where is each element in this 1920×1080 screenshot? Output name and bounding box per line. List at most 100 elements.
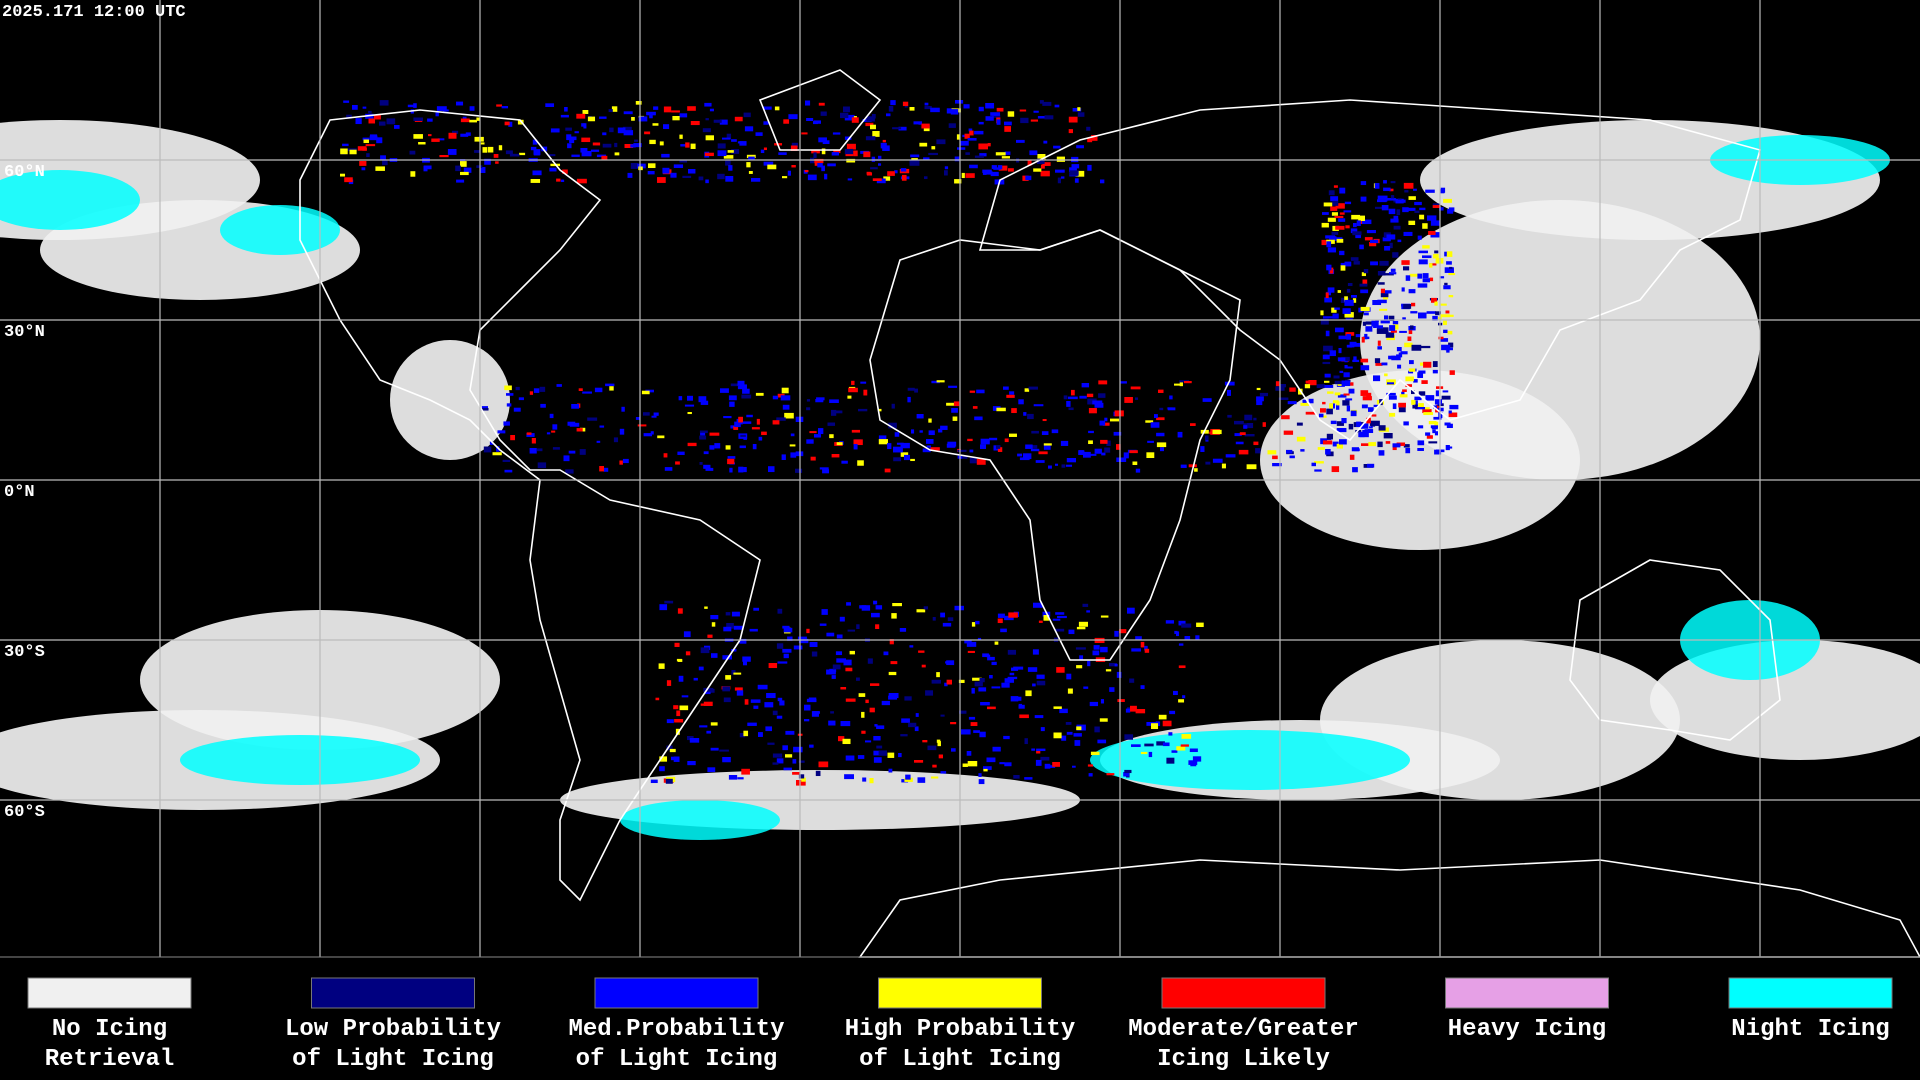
icing-speck xyxy=(423,165,432,170)
icing-speck xyxy=(1098,380,1108,385)
icing-speck xyxy=(978,779,985,785)
icing-speck xyxy=(1433,253,1439,259)
icing-speck xyxy=(738,416,743,423)
icing-speck xyxy=(871,156,876,162)
icing-speck xyxy=(1364,429,1374,434)
icing-speck xyxy=(921,664,926,668)
icing-speck xyxy=(539,386,546,392)
icing-speck xyxy=(643,433,653,437)
icing-speck xyxy=(496,104,502,107)
icing-speck xyxy=(1441,344,1451,351)
icing-speck xyxy=(916,414,924,419)
icing-speck xyxy=(1334,215,1344,219)
icing-speck xyxy=(871,114,876,119)
icing-speck xyxy=(982,171,987,175)
icing-speck xyxy=(1087,164,1092,171)
icing-speck xyxy=(742,656,751,662)
icing-speck xyxy=(1076,665,1083,669)
icing-speck xyxy=(1054,104,1060,108)
icing-speck xyxy=(1176,746,1186,751)
icing-speck xyxy=(1066,673,1072,680)
icing-speck xyxy=(1087,138,1093,143)
icing-speck xyxy=(1439,207,1444,211)
icing-speck xyxy=(1428,441,1438,444)
icing-speck xyxy=(717,150,727,157)
icing-speck xyxy=(1364,333,1368,340)
icing-speck xyxy=(1305,411,1316,415)
icing-speck xyxy=(1336,238,1344,243)
icing-speck xyxy=(891,403,895,409)
icing-speck xyxy=(552,447,560,450)
icing-speck xyxy=(1116,444,1121,450)
icing-speck xyxy=(1334,380,1343,385)
icing-speck xyxy=(582,110,589,114)
icing-speck xyxy=(1418,312,1427,319)
icing-speck xyxy=(746,154,756,159)
icing-speck xyxy=(851,429,861,433)
icing-speck xyxy=(1415,407,1426,410)
icing-speck xyxy=(1055,612,1065,615)
icing-speck xyxy=(924,176,928,180)
icing-speck xyxy=(1028,386,1038,390)
icing-speck xyxy=(865,740,872,743)
icing-speck xyxy=(787,170,791,176)
icing-speck xyxy=(956,134,961,140)
icing-speck xyxy=(930,107,940,113)
icing-speck xyxy=(747,722,757,726)
icing-speck xyxy=(1037,154,1046,160)
icing-speck xyxy=(1434,250,1439,254)
icing-speck xyxy=(865,122,874,127)
icing-speck xyxy=(1434,431,1439,436)
icing-speck xyxy=(838,736,845,742)
icing-speck xyxy=(460,161,467,167)
icing-speck xyxy=(821,148,826,155)
icing-speck xyxy=(1402,207,1409,213)
icing-speck xyxy=(1308,380,1317,386)
icing-speck xyxy=(1234,420,1244,425)
icing-speck xyxy=(1100,439,1108,444)
icing-speck xyxy=(1129,450,1138,454)
icing-speck xyxy=(1444,422,1451,426)
icing-speck xyxy=(748,156,755,160)
icing-speck xyxy=(1184,381,1192,384)
icing-speck xyxy=(1094,726,1100,733)
icing-speck xyxy=(711,653,718,658)
coastline xyxy=(858,859,1920,958)
icing-speck xyxy=(845,667,853,672)
icing-speck xyxy=(869,707,875,713)
icing-speck xyxy=(728,775,738,780)
icing-speck xyxy=(878,435,887,442)
icing-speck xyxy=(627,172,633,178)
icing-speck xyxy=(1434,301,1438,306)
icing-speck xyxy=(944,682,948,687)
icing-speck xyxy=(1449,370,1455,375)
icing-speck xyxy=(1056,156,1065,162)
icing-speck xyxy=(736,690,744,696)
icing-speck xyxy=(1178,643,1184,646)
icing-speck xyxy=(970,722,978,727)
icing-speck xyxy=(582,391,592,394)
icing-speck xyxy=(884,468,891,473)
icing-speck xyxy=(1202,398,1212,402)
icing-speck xyxy=(1359,244,1364,250)
icing-speck xyxy=(1448,295,1454,298)
icing-speck xyxy=(994,641,999,645)
icing-speck xyxy=(649,139,656,145)
icing-speck xyxy=(795,468,803,473)
icing-speck xyxy=(705,179,709,184)
icing-speck xyxy=(1325,449,1331,455)
icing-speck xyxy=(1323,316,1333,319)
icing-speck xyxy=(409,150,416,155)
icing-speck xyxy=(1418,259,1428,265)
icing-speck xyxy=(469,119,477,123)
icing-speck xyxy=(901,174,907,181)
icing-speck xyxy=(946,443,956,448)
icing-speck xyxy=(876,725,885,730)
icing-speck xyxy=(907,396,911,403)
icing-speck xyxy=(1325,330,1330,337)
icing-speck xyxy=(874,724,878,727)
icing-speck xyxy=(1405,384,1413,387)
icing-speck xyxy=(1129,678,1135,683)
icing-speck xyxy=(672,116,680,121)
icing-speck xyxy=(705,467,714,471)
